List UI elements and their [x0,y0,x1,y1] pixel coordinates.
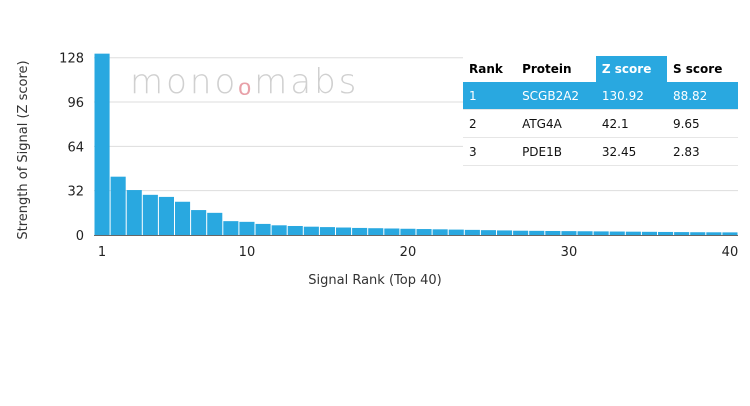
bar-rank-18 [368,228,384,235]
y-tick-32: 32 [67,185,84,200]
bar-rank-4 [142,194,158,235]
table-row: 1 SCGB2A2 130.92 88.82 [463,82,738,110]
bar-rank-2 [110,176,126,235]
x-tick-20: 20 [400,245,417,260]
bar-rank-6 [175,201,191,235]
bar-rank-33 [609,231,625,235]
bar-rank-39 [706,232,722,235]
bars [94,53,738,236]
cell-rank: 1 [463,82,517,110]
cell-z-score: 130.92 [595,82,667,110]
x-axis-title: Signal Rank (Top 40) [308,273,441,288]
bar-rank-5 [158,196,174,235]
bar-rank-28 [529,230,545,235]
bar-rank-31 [577,231,593,235]
bar-rank-27 [513,230,529,235]
x-tick-10: 10 [239,245,256,260]
bar-rank-11 [255,223,271,235]
cell-protein: SCGB2A2 [516,82,596,110]
bar-rank-35 [641,231,657,235]
cell-protein: ATG4A [516,109,596,138]
bar-rank-32 [593,231,609,235]
y-tick-0: 0 [76,229,84,244]
bar-rank-37 [674,232,690,235]
y-tick-128: 128 [59,52,84,67]
bar-rank-1 [94,53,110,236]
bar-rank-24 [464,229,480,235]
cell-z-score: 32.45 [595,137,667,166]
bar-rank-10 [239,221,255,235]
bar-rank-7 [191,210,207,235]
bar-rank-16 [336,227,352,235]
bar-rank-14 [303,226,319,235]
bar-rank-12 [271,225,287,235]
bar-rank-34 [625,231,641,235]
x-tick-30: 30 [561,245,578,260]
y-axis-title: Strength of Signal (Z score) [16,60,31,239]
y-tick-64: 64 [67,140,84,155]
cell-rank: 2 [463,109,517,138]
bar-rank-29 [545,230,561,235]
header-protein: Protein [516,56,596,82]
bar-rank-22 [432,229,448,235]
header-z-score: Z score [595,56,667,82]
cell-s-score: 9.65 [666,109,738,138]
cell-s-score: 88.82 [666,82,738,110]
table-row: 2 ATG4A 42.1 9.65 [463,109,738,138]
bar-rank-23 [448,229,464,235]
bar-rank-26 [497,230,513,235]
x-tick-1: 1 [98,245,106,260]
y-tick-96: 96 [67,96,84,111]
bar-rank-20 [400,228,416,235]
monomabs-watermark: monoₒmabs [130,62,360,102]
table-row: 3 PDE1B 32.45 2.83 [463,137,738,166]
bar-rank-21 [416,229,432,235]
bar-rank-3 [126,190,142,235]
x-tick-labels: 1 10 20 30 40 [98,245,738,260]
bar-rank-8 [207,212,223,235]
bar-rank-15 [319,227,335,235]
bar-rank-36 [658,231,674,235]
x-tick-40: 40 [722,245,739,260]
top-signal-table: Rank Protein Z score S score 1 SCGB2A2 1… [463,56,738,166]
cell-rank: 3 [463,137,517,166]
table-header-row: Rank Protein Z score S score [463,56,738,82]
bar-rank-38 [690,232,706,235]
bar-rank-17 [352,227,368,235]
bar-rank-19 [384,228,400,235]
cell-z-score: 42.1 [595,109,667,138]
cell-s-score: 2.83 [666,137,738,166]
header-rank: Rank [463,56,517,82]
cell-protein: PDE1B [516,137,596,166]
bar-rank-25 [480,230,496,235]
y-tick-labels: 0 32 64 96 128 [59,52,84,244]
bar-rank-9 [223,221,239,235]
bar-rank-40 [722,232,738,235]
bar-rank-30 [561,231,577,235]
bar-rank-13 [287,225,303,235]
header-s-score: S score [666,56,738,82]
